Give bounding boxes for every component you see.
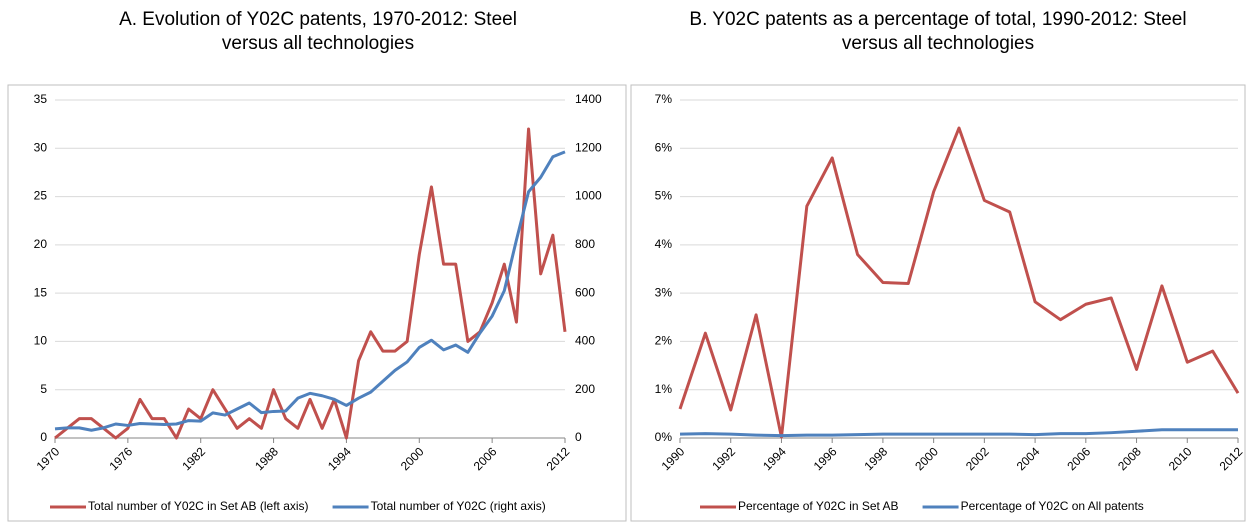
y2-tick-label: 800 <box>575 237 595 251</box>
y-tick-label: 5% <box>655 189 673 203</box>
x-tick-label: 2012 <box>544 444 573 473</box>
x-tick-label: 2008 <box>1115 444 1144 473</box>
y-tick-label: 7% <box>655 92 673 106</box>
x-tick-label: 2004 <box>1014 444 1043 473</box>
x-tick-label: 2012 <box>1217 444 1246 473</box>
y-tick-label: 1% <box>655 382 673 396</box>
y-tick-label: 3% <box>655 285 673 299</box>
y-tick-label: 35 <box>34 92 48 106</box>
y-tick-label: 25 <box>34 189 48 203</box>
series-line <box>54 127 567 440</box>
x-tick-label: 1988 <box>252 444 281 473</box>
legend-label: Total number of Y02C in Set AB (left axi… <box>88 499 309 513</box>
y-tick-label: 4% <box>655 237 673 251</box>
x-tick-label: 2000 <box>398 444 427 473</box>
y-tick-label: 5 <box>40 382 47 396</box>
legend-label: Percentage of Y02C in Set AB <box>738 499 899 513</box>
x-tick-label: 1994 <box>760 444 789 473</box>
chart-title: A. Evolution of Y02C patents, 1970-2012:… <box>119 9 517 54</box>
series-line <box>678 126 1240 439</box>
x-tick-label: 1996 <box>811 444 840 473</box>
y2-tick-label: 1400 <box>575 92 602 106</box>
y-tick-label: 0 <box>40 430 47 444</box>
x-tick-label: 1976 <box>106 444 135 473</box>
y2-tick-label: 1000 <box>575 189 602 203</box>
x-tick-label: 2010 <box>1166 444 1195 473</box>
y-tick-label: 2% <box>655 334 673 348</box>
x-tick-label: 2006 <box>471 444 500 473</box>
chart-frame <box>630 84 1246 522</box>
x-tick-label: 1994 <box>325 444 354 473</box>
x-tick-label: 2002 <box>963 444 992 473</box>
y-tick-label: 20 <box>34 237 48 251</box>
y2-tick-label: 200 <box>575 382 595 396</box>
chart-frame <box>7 84 627 522</box>
y2-tick-label: 1200 <box>575 140 602 154</box>
series-line <box>54 150 566 432</box>
x-tick-label: 1970 <box>34 444 63 473</box>
series-line <box>679 428 1238 438</box>
x-tick-label: 2000 <box>912 444 941 473</box>
x-tick-label: 1990 <box>659 444 688 473</box>
x-tick-label: 1982 <box>179 444 208 473</box>
y-tick-label: 10 <box>34 334 48 348</box>
legend-label: Total number of Y02C (right axis) <box>371 499 546 513</box>
y2-tick-label: 0 <box>575 430 582 444</box>
legend-label: Percentage of Y02C on All patents <box>961 499 1144 513</box>
chart-title: B. Y02C patents as a percentage of total… <box>689 9 1187 54</box>
x-tick-label: 1998 <box>861 444 890 473</box>
y-tick-label: 15 <box>34 285 48 299</box>
y-tick-label: 0% <box>655 430 673 444</box>
x-tick-label: 2006 <box>1064 444 1093 473</box>
y-tick-label: 30 <box>34 140 48 154</box>
y2-tick-label: 600 <box>575 285 595 299</box>
y-tick-label: 6% <box>655 140 673 154</box>
y2-tick-label: 400 <box>575 334 595 348</box>
x-tick-label: 1992 <box>709 444 738 473</box>
